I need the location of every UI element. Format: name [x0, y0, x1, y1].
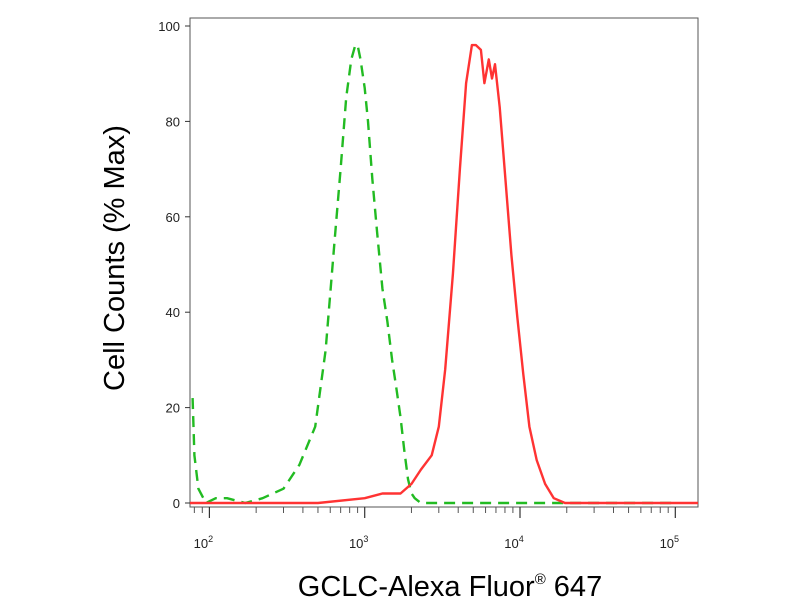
x-tick-label: 104: [504, 534, 523, 551]
y-axis-title: Cell Counts (% Max): [99, 125, 131, 391]
y-tick-label: 60: [166, 210, 180, 225]
x-axis-title-tail: 647: [546, 571, 602, 600]
y-tick-label: 40: [166, 305, 180, 320]
y-tick-label: 0: [173, 496, 180, 511]
x-axis-title-mark: ®: [535, 571, 546, 588]
x-tick-label: 102: [194, 534, 213, 551]
y-tick-label: 20: [166, 401, 180, 416]
y-tick-label: 80: [166, 114, 180, 129]
x-axis-title-main: GCLC-Alexa Fluor: [298, 571, 535, 600]
series-layer: [190, 43, 698, 505]
axis-layer: 0 20 40 60 80 100 102 103 104 105: [158, 19, 679, 551]
y-tick-label: 100: [158, 19, 180, 34]
x-tick-label: 105: [660, 534, 679, 551]
plot-area-frame: [189, 17, 699, 508]
x-tick-label: 103: [349, 534, 368, 551]
x-axis-title: GCLC-Alexa Fluor® 647: [298, 571, 602, 600]
series-line-2: [190, 43, 698, 505]
